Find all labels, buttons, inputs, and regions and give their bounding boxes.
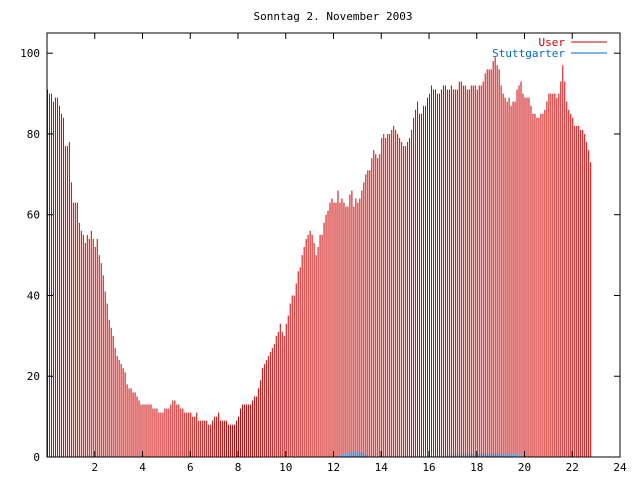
- y-tick-label: 20: [27, 370, 40, 383]
- y-tick-label: 80: [27, 128, 40, 141]
- y-tick-label: 0: [33, 451, 40, 464]
- chart-title: Sonntag 2. November 2003: [254, 10, 413, 23]
- x-tick-label: 22: [566, 461, 579, 474]
- x-tick-label: 16: [422, 461, 435, 474]
- x-tick-label: 10: [279, 461, 292, 474]
- x-tick-label: 20: [518, 461, 531, 474]
- x-tick-label: 24: [613, 461, 627, 474]
- y-tick-label: 60: [27, 209, 40, 222]
- legend-label-user: User: [539, 36, 566, 49]
- legend: User Stuttgarter: [492, 36, 607, 60]
- legend-label-stuttgarter: Stuttgarter: [492, 47, 565, 60]
- y-tick-label: 100: [20, 47, 40, 60]
- x-tick-label: 14: [375, 461, 389, 474]
- x-tick-label: 6: [187, 461, 194, 474]
- x-tick-label: 12: [327, 461, 340, 474]
- x-tick-label: 2: [91, 461, 98, 474]
- bars-layer: [47, 57, 592, 457]
- y-tick-label: 40: [27, 289, 40, 302]
- x-tick-label: 18: [470, 461, 483, 474]
- x-tick-label: 8: [235, 461, 242, 474]
- x-tick-label: 4: [139, 461, 146, 474]
